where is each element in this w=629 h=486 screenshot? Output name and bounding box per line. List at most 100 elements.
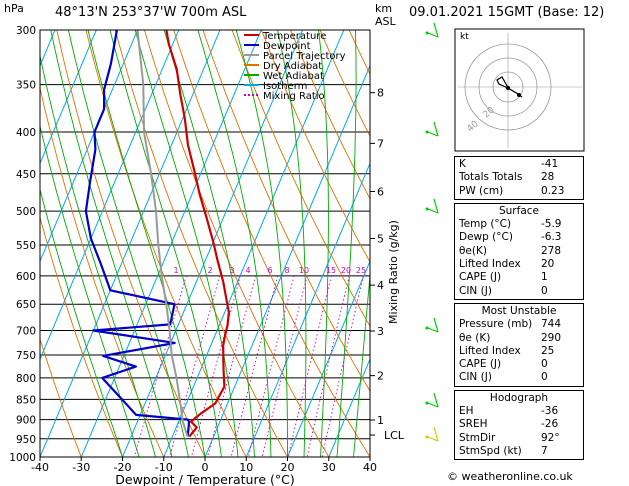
- most-unstable-value: 744: [541, 318, 562, 331]
- hodograph-stat-row: EH -36: [459, 405, 579, 418]
- hodograph-stat-value: 7: [541, 444, 548, 457]
- legend-label: Isotherm: [263, 81, 307, 92]
- surface-value: -6.3: [541, 231, 562, 244]
- isotherm-line: [245, 162, 370, 457]
- x-tick-label: 20: [281, 461, 295, 474]
- parcel-trajectory-line: [136, 30, 189, 437]
- km-tick-label: 8: [377, 87, 384, 100]
- isotherm-line: [204, 64, 370, 457]
- most-unstable-row: Pressure (mb) 744: [459, 318, 579, 331]
- pressure-tick-label: 1000: [9, 452, 36, 464]
- mixing-ratio-label: 10: [299, 266, 309, 275]
- surface-label: Temp (°C): [459, 218, 512, 231]
- pressure-tick-label: 750: [16, 350, 36, 362]
- wind-barb: [425, 392, 439, 408]
- surface-title: Surface: [498, 204, 539, 217]
- most-unstable-row: CAPE (J) 0: [459, 358, 579, 371]
- most-unstable-label: Pressure (mb): [459, 318, 533, 331]
- most-unstable-title: Most Unstable: [481, 304, 557, 317]
- mixing-ratio-label: 6: [267, 266, 272, 275]
- surface-row: Lifted Index 20: [459, 258, 579, 271]
- dry-adiabat-line: [173, 30, 370, 457]
- km-tick-label: 6: [377, 185, 384, 198]
- legend-label: Temperature: [262, 31, 326, 42]
- surface-value: 0: [541, 284, 548, 297]
- mixing-ratio-line: [261, 275, 308, 457]
- x-tick-label: -30: [72, 461, 90, 474]
- copyright: © weatheronline.co.uk: [447, 470, 573, 483]
- hodograph-stat-value: 92°: [541, 431, 560, 444]
- most-unstable-row: θe (K) 290: [459, 332, 579, 345]
- wind-barb: [425, 317, 439, 333]
- most-unstable-label: θe (K): [459, 331, 491, 344]
- mixing-ratio-label: 1: [173, 266, 178, 275]
- isotherm-line: [40, 30, 138, 263]
- surface-row: CIN (J) 0: [459, 285, 579, 298]
- wet-adiabat-line: [197, 30, 272, 457]
- hodograph-trace: [496, 76, 523, 98]
- most-unstable-label: CAPE (J): [459, 358, 502, 371]
- pressure-tick-label: 600: [16, 271, 36, 283]
- mixing-ratio-line: [190, 275, 241, 457]
- hodograph-frame: [454, 28, 585, 152]
- surface-label: θe(K): [459, 244, 487, 257]
- index-row: K -41: [459, 158, 579, 171]
- index-row: PW (cm) 0.23: [459, 185, 579, 198]
- index-value: 28: [541, 171, 555, 184]
- wind-barb: [425, 426, 439, 442]
- pressure-tick-label: 900: [16, 415, 36, 427]
- hodograph-stat-value: -26: [541, 418, 559, 431]
- mixing-ratio-axis-label: Mixing Ratio (g/kg): [387, 220, 400, 324]
- indices-panel: K -41 Totals Totals 28 PW (cm) 0.23 Surface T…: [454, 156, 584, 463]
- km-tick-label: 7: [377, 137, 384, 150]
- surface-label: Lifted Index: [459, 258, 521, 271]
- isotherm-line: [80, 30, 262, 457]
- pressure-tick-label: 700: [16, 326, 36, 338]
- surface-box: Surface Temp (°C) -5.9 Dewp (°C) -6.3 θe(K) 2…: [454, 202, 584, 300]
- dry-adiabat-line: [40, 86, 165, 457]
- pressure-tick-label: 300: [16, 25, 36, 37]
- dry-adiabat-line: [231, 30, 370, 327]
- mixing-ratio-line: [306, 275, 350, 457]
- dry-adiabat-line: [40, 215, 123, 457]
- wet-adiabat-line: [87, 30, 206, 457]
- wet-adiabat-line: [336, 30, 357, 457]
- mixing-ratio-label: 3: [229, 266, 234, 275]
- temperature-line: [165, 30, 230, 438]
- dry-adiabat-line: [290, 30, 370, 200]
- wind-barb: [425, 121, 439, 137]
- wet-adiabat-line: [353, 269, 370, 457]
- x-axis-label: Dewpoint / Temperature (°C): [115, 472, 294, 486]
- index-value: -41: [541, 158, 559, 170]
- hodograph-stat-row: StmDir 92°: [459, 432, 579, 445]
- mixing-ratio-line: [230, 275, 279, 457]
- location-title: 48°13'N 253°37'W 700m ASL: [55, 5, 247, 20]
- isotherm-line: [122, 30, 303, 457]
- x-tick-label: -20: [114, 461, 132, 474]
- surface-row: CAPE (J) 1: [459, 271, 579, 284]
- surface-value: -5.9: [541, 218, 562, 231]
- surface-value: 1: [541, 271, 548, 284]
- km-tick-label: 2: [377, 370, 384, 383]
- x-tick-label: 0: [202, 461, 209, 474]
- dry-adiabat-line: [56, 30, 206, 457]
- legend-label: Wet Adiabat: [263, 71, 324, 82]
- pressure-tick-label: 550: [16, 240, 36, 252]
- pressure-unit-label: hPa: [4, 2, 24, 15]
- dry-adiabat-line: [114, 30, 288, 457]
- wet-adiabat-line: [109, 30, 222, 457]
- most-unstable-value: 290: [541, 331, 562, 344]
- wind-barb: [425, 22, 439, 38]
- surface-label: Dewp (°C): [459, 231, 513, 244]
- legend-label: Parcel Trajectory: [263, 51, 346, 62]
- mixing-ratio-label: 8: [284, 266, 289, 275]
- isotherm-line: [40, 30, 180, 361]
- index-label: PW (cm): [459, 184, 504, 197]
- legend-label: Dry Adiabat: [263, 61, 322, 72]
- x-tick-label: 30: [322, 461, 336, 474]
- hodograph-stat-label: StmSpd (kt): [459, 444, 522, 457]
- x-tick-label: 40: [363, 461, 377, 474]
- pressure-tick-label: 450: [16, 169, 36, 181]
- mixing-ratio-label: 20: [341, 266, 351, 275]
